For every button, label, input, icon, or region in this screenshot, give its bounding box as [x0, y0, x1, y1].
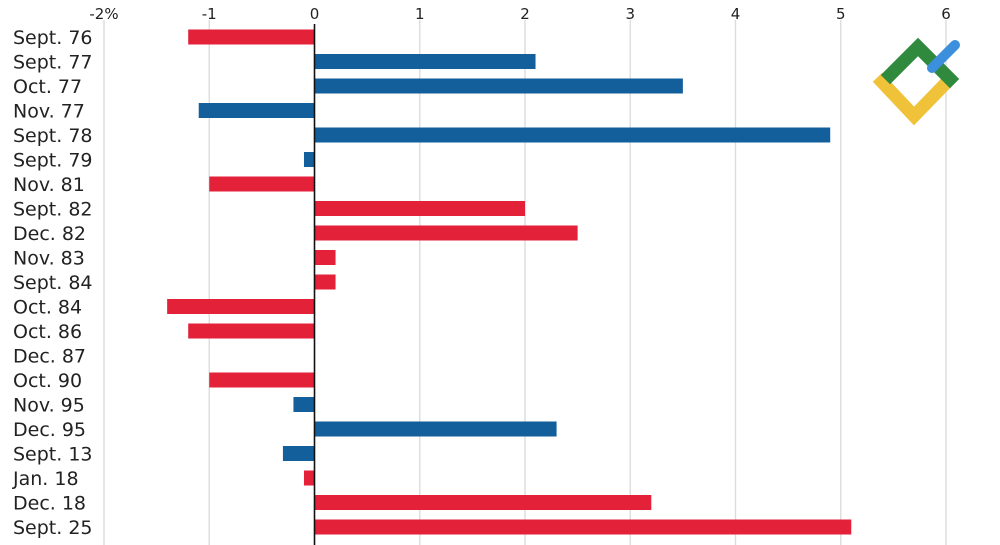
x-tick-label: 0 [310, 5, 320, 23]
bar [303, 470, 315, 486]
x-tick-label: 3 [625, 5, 635, 23]
bar [314, 421, 557, 437]
category-label: Oct. 77 [13, 76, 82, 98]
category-label: Dec. 18 [13, 493, 86, 515]
bars [167, 29, 852, 535]
category-label: Sept. 78 [13, 125, 93, 147]
category-label: Sept. 82 [13, 199, 93, 221]
x-tick-label: 1 [415, 5, 425, 23]
category-label: Oct. 90 [13, 370, 82, 392]
bar [314, 127, 831, 143]
category-label: Nov. 83 [13, 248, 85, 270]
logo-green-chevron [880, 37, 960, 89]
category-label: Dec. 95 [13, 419, 86, 441]
bar [188, 29, 315, 45]
bar [314, 495, 652, 510]
bar [314, 519, 852, 535]
gridlines [103, 20, 947, 545]
category-label: Nov. 81 [13, 174, 85, 196]
x-tick-label: -1 [202, 5, 217, 23]
bar [293, 397, 315, 412]
category-label: Sept. 76 [13, 27, 93, 49]
x-tick-label: 2 [520, 5, 530, 23]
x-tick-label: 6 [941, 5, 951, 23]
category-label: Nov. 77 [13, 101, 85, 123]
category-label: Oct. 86 [13, 321, 82, 343]
category-label: Oct. 84 [13, 297, 82, 319]
category-label: Sept. 77 [13, 52, 93, 74]
x-tick-label: 4 [731, 5, 741, 23]
bar [209, 372, 315, 388]
x-tick-label: -2% [89, 5, 118, 23]
category-label: Sept. 13 [13, 444, 93, 466]
bar [314, 225, 578, 241]
bar [209, 176, 315, 192]
category-label: Sept. 79 [13, 150, 93, 172]
brand-logo-icon [872, 37, 960, 126]
logo-yellow-chevron [872, 72, 957, 126]
bar [314, 250, 336, 265]
bar [314, 54, 536, 69]
category-label: Nov. 95 [13, 395, 85, 417]
bar [303, 152, 315, 167]
logo-blue-stroke [927, 40, 960, 73]
category-label: Dec. 82 [13, 223, 86, 245]
x-tick-labels: -2% -1 0 1 2 3 4 5 6 [89, 5, 950, 23]
category-label: Jan. 18 [12, 468, 79, 490]
bar [314, 78, 683, 94]
bar [198, 103, 315, 118]
bar [314, 274, 336, 290]
bar [188, 323, 315, 339]
category-label: Sept. 25 [13, 517, 93, 539]
bar [167, 299, 315, 314]
x-tick-label: 5 [836, 5, 846, 23]
bar [314, 201, 525, 216]
category-label: Dec. 87 [13, 346, 86, 368]
bar [282, 446, 315, 461]
category-label: Sept. 84 [13, 272, 93, 294]
